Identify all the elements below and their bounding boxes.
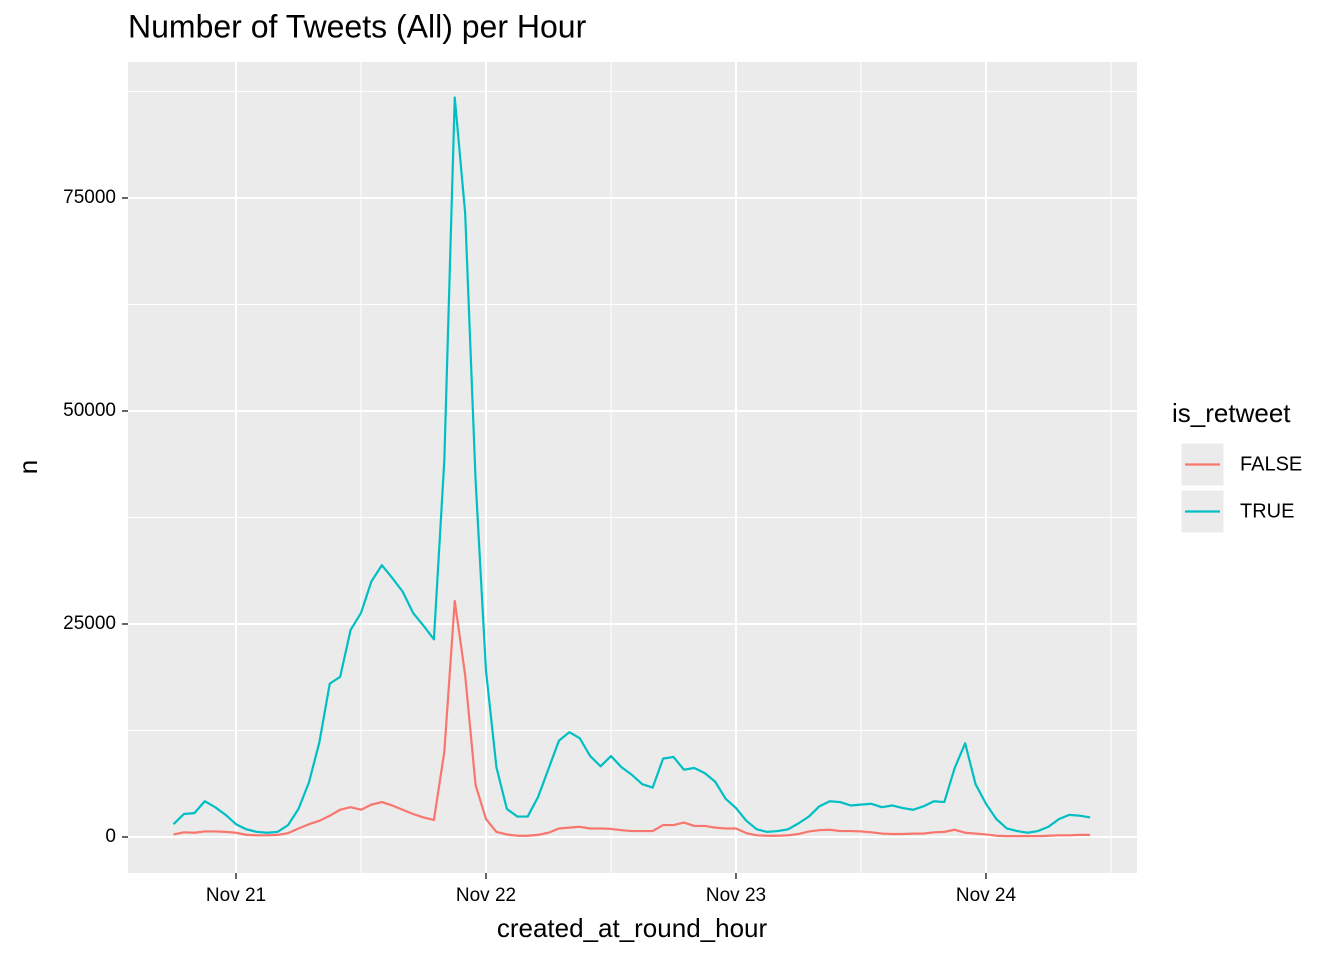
- y-axis-title: n: [13, 460, 43, 474]
- y-tick-label: 0: [105, 826, 116, 847]
- legend-title: is_retweet: [1172, 398, 1291, 428]
- chart-title: Number of Tweets (All) per Hour: [128, 8, 587, 44]
- y-tick-label: 25000: [63, 613, 116, 634]
- legend-label: FALSE: [1240, 453, 1302, 475]
- data-line: [173, 599, 1091, 838]
- x-tick-label: Nov 24: [956, 885, 1017, 906]
- x-axis-title: created_at_round_hour: [497, 913, 768, 943]
- data-line: [172, 96, 1091, 834]
- y-tick-label: 50000: [63, 400, 116, 421]
- legend-label: TRUE: [1240, 500, 1294, 522]
- x-tick-label: Nov 23: [706, 885, 766, 906]
- y-tick-label: 75000: [63, 187, 116, 208]
- x-tick-label: Nov 22: [456, 885, 516, 906]
- x-tick-label: Nov 21: [206, 885, 266, 906]
